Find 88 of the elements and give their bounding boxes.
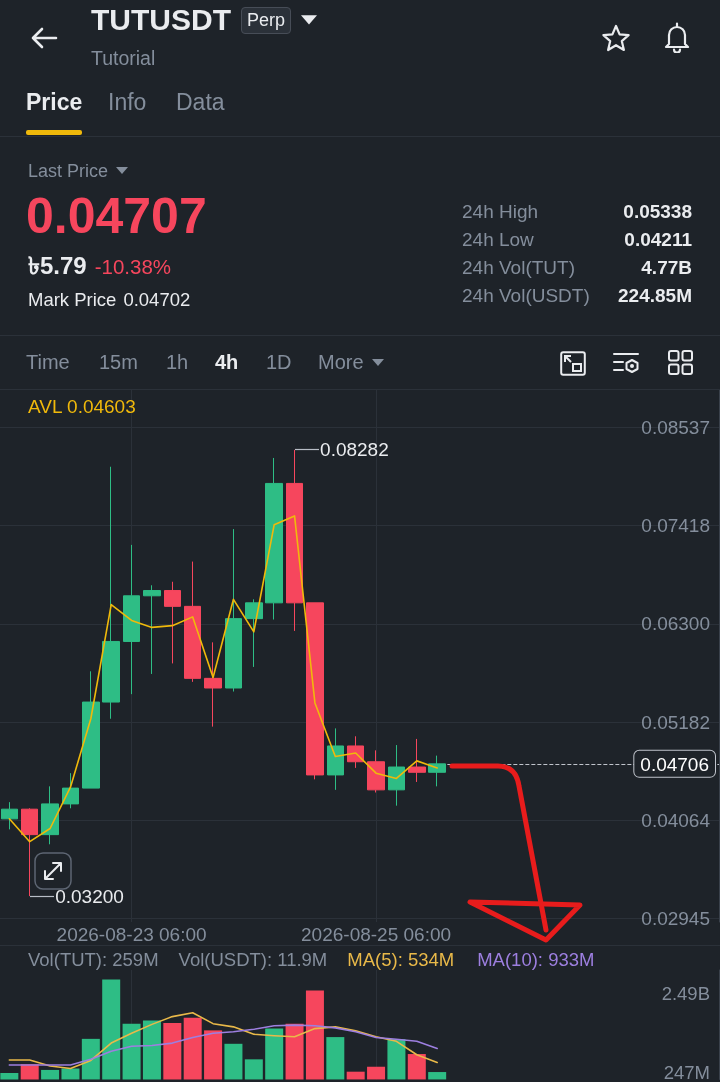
text: Tutorial — [91, 47, 156, 70]
text: 0.04211 — [624, 229, 692, 251]
bar — [367, 1066, 386, 1080]
text: 4h — [215, 351, 239, 374]
text: MA(5): 534M — [347, 949, 455, 970]
text: AVL 0.04603 — [28, 396, 136, 417]
bar — [142, 1020, 161, 1080]
text: 24h Vol(USDT) — [462, 285, 590, 307]
candlestick — [327, 727, 344, 791]
text: 0.04707 — [26, 188, 207, 246]
candlestick — [1, 801, 18, 830]
y-tick-label: 0.06300 — [641, 613, 710, 635]
candlestick — [428, 755, 446, 787]
y-tick-label: 0.05182 — [641, 711, 710, 733]
bar — [244, 1059, 263, 1080]
text: 0.05338 — [623, 201, 692, 223]
line-series — [8, 1024, 438, 1066]
text: MA(10): 933M — [477, 949, 595, 970]
candlestick — [143, 584, 161, 675]
bar — [204, 1030, 223, 1080]
bar — [387, 1039, 406, 1080]
candlestick — [123, 544, 140, 695]
annotation: 0.03200 — [55, 885, 124, 907]
text: Perp — [240, 6, 292, 34]
bar — [428, 1072, 447, 1080]
candlestick — [82, 670, 100, 789]
candlestick — [102, 466, 120, 720]
text: 4.77B — [641, 257, 692, 279]
y-tick-label: 0.08537 — [641, 416, 710, 438]
bar — [407, 1054, 426, 1080]
bar — [122, 1023, 141, 1080]
y-tick-label: 0.02945 — [641, 907, 710, 929]
text: -10.38% — [94, 255, 172, 279]
text: Price — [26, 89, 83, 116]
candlestick — [388, 744, 405, 807]
y-tick-label: 0.07418 — [641, 515, 710, 537]
text: Time — [26, 351, 70, 374]
candlestick — [184, 561, 201, 683]
candlestick — [164, 581, 181, 664]
candlestick — [265, 457, 283, 621]
bar — [61, 1068, 80, 1080]
text: 1h — [166, 351, 189, 374]
bar — [346, 1071, 365, 1080]
bar — [163, 1022, 182, 1080]
candlestick — [306, 602, 324, 780]
candlestick — [21, 807, 38, 897]
text: More — [318, 351, 364, 374]
bar — [0, 1073, 19, 1080]
y-tick-label: 2.49B — [661, 982, 710, 1004]
bar — [305, 990, 324, 1080]
candlestick — [225, 528, 242, 693]
y-tick-label: 0.04064 — [641, 809, 711, 831]
bar — [285, 1023, 304, 1080]
candlestick — [204, 641, 222, 728]
bar — [81, 1038, 100, 1080]
text: Last Price — [28, 161, 109, 182]
text: 24h Vol(TUT) — [462, 257, 575, 279]
bar — [326, 1037, 345, 1080]
bar — [183, 1017, 202, 1080]
text: 1D — [266, 351, 292, 374]
text: Data — [176, 89, 225, 116]
text: 24h Low — [462, 229, 534, 251]
ref-line-label: 0.04706 — [640, 753, 709, 775]
text: Info — [108, 89, 147, 116]
line-series — [8, 515, 438, 843]
x-tick-label: 2026-08-25 06:00 — [301, 924, 452, 945]
line-series — [8, 1011, 438, 1070]
bar — [41, 1069, 60, 1080]
x-tick-label: 2026-08-23 06:00 — [56, 924, 207, 945]
text: TUTUSDT — [91, 3, 231, 38]
text: Mark Price — [28, 289, 117, 311]
annotation: Vol(TUT): 259M — [28, 949, 159, 970]
candlestick — [408, 738, 426, 783]
text: 0.04702 — [123, 289, 191, 311]
text: 24h High — [462, 201, 539, 223]
candlestick — [245, 598, 263, 668]
annotation: 0.08282 — [320, 439, 389, 461]
bar — [265, 1028, 284, 1080]
candlestick — [41, 785, 59, 845]
text: 15m — [99, 351, 138, 374]
text: ৳5.79 — [28, 252, 87, 280]
candlestick — [286, 449, 303, 632]
annotation: Vol(USDT): 11.9M — [178, 949, 328, 970]
candlestick — [367, 749, 385, 793]
y-tick-label: 247M — [663, 1062, 710, 1082]
bar — [102, 979, 121, 1080]
bar — [224, 1043, 243, 1080]
text: 224.85M — [618, 285, 692, 307]
